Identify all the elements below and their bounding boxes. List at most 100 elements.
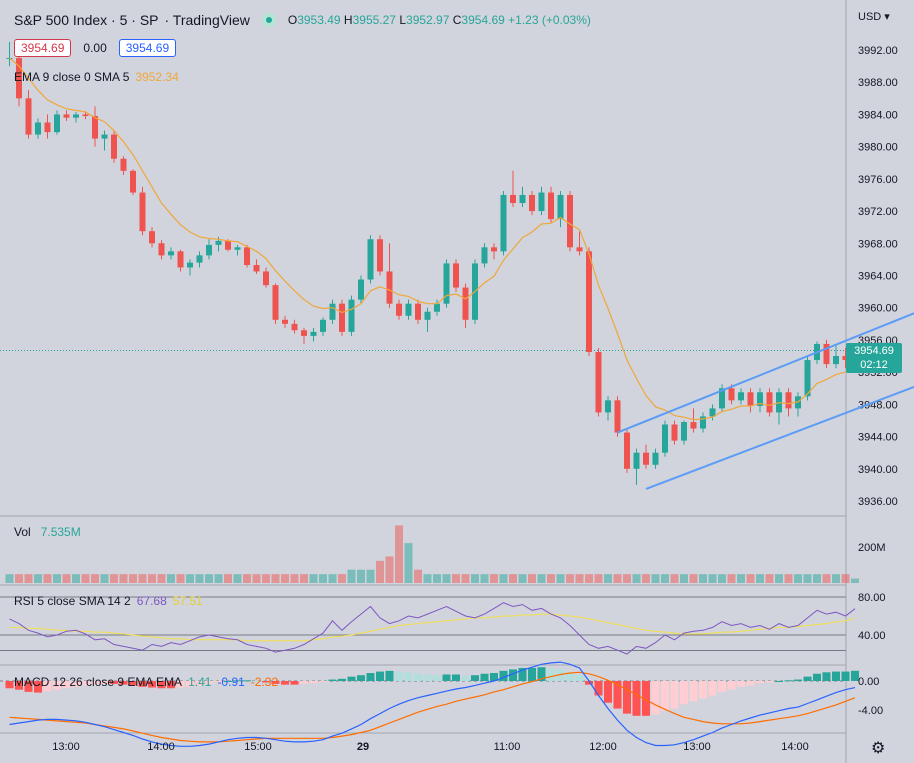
macd-hist-bar <box>585 681 593 685</box>
currency-selector[interactable]: USD ▾ <box>858 11 890 23</box>
volume-bar <box>414 569 422 583</box>
candle-body <box>92 116 98 139</box>
macd-hist-bar <box>699 681 707 699</box>
volume-bar <box>509 574 517 583</box>
ema-value: 3952.34 <box>135 70 179 84</box>
macd-hist-bar <box>604 681 612 703</box>
channel-line-upper <box>617 312 914 434</box>
time-tick-label: 29 <box>357 741 369 753</box>
candle-body <box>196 255 203 263</box>
macd-hist-bar <box>338 678 346 681</box>
candle-body <box>415 303 421 320</box>
candle-body <box>158 243 165 256</box>
channel-line-lower <box>645 385 914 490</box>
ema-line <box>9 57 856 421</box>
close-value: 3954.69 <box>461 13 505 27</box>
candle-body <box>386 271 393 304</box>
candle-body <box>681 422 687 441</box>
rsi-ma-line <box>9 613 856 642</box>
macd-hist-bar <box>129 681 137 686</box>
candle-body <box>614 400 621 433</box>
volume-bar <box>680 574 688 583</box>
volume-bar <box>195 574 204 583</box>
market-status-icon[interactable] <box>261 13 276 27</box>
volume-bar <box>100 574 109 583</box>
macd-hist-bar <box>119 681 128 685</box>
macd-hist-bar <box>414 673 422 681</box>
macd-hist-bar <box>670 681 679 709</box>
volume-bar <box>233 574 242 583</box>
candle-body <box>120 158 127 171</box>
macd-hist-bar <box>43 681 52 692</box>
volume-bar <box>376 560 384 583</box>
volume-bar <box>224 574 232 583</box>
volume-bar <box>784 574 793 583</box>
ema-label: EMA 9 close 0 SMA 5 <box>14 70 130 84</box>
volume-bar <box>813 574 821 583</box>
macd-hist-bar <box>357 675 365 681</box>
volume-bar <box>794 574 802 583</box>
last-price-label: 3954.69 02:12 <box>846 343 902 373</box>
price-tick-label: 3964.00 <box>858 271 898 283</box>
volume-legend[interactable]: Vol 7.535M <box>14 525 81 539</box>
macd-hist-bar <box>404 672 413 681</box>
volume-bar <box>594 574 603 583</box>
change-value: +1.23 (+0.03%) <box>508 13 591 27</box>
volume-bar <box>110 574 118 583</box>
macd-hist-bar <box>243 680 251 682</box>
gear-icon[interactable]: ⚙ <box>871 740 886 757</box>
macd-hist-bar <box>822 672 831 681</box>
volume-bar <box>53 574 61 583</box>
macd-hist-bar <box>784 680 793 682</box>
macd-hist-bar <box>24 681 33 692</box>
candle-body <box>329 303 336 320</box>
volume-bar <box>385 556 394 583</box>
rsi-legend[interactable]: RSI 5 close SMA 14 2 67.68 57.51 <box>14 594 203 608</box>
macd-hist-bar <box>680 681 688 705</box>
macd-hist-bar <box>433 675 441 681</box>
candle-body <box>244 247 250 266</box>
volume-bar <box>43 574 52 583</box>
candle-body <box>149 231 155 244</box>
macd-hist-bar <box>737 681 745 687</box>
macd-hist-bar <box>281 681 289 685</box>
candle-body <box>605 400 611 413</box>
price-tick-label: 3976.00 <box>858 174 898 186</box>
macd-hist-bar <box>794 679 802 681</box>
macd-hist-bar <box>395 671 403 681</box>
volume-bar <box>366 569 375 583</box>
candle-body <box>339 303 345 332</box>
sell-button[interactable]: 3954.69 <box>14 39 72 57</box>
volume-bar <box>518 574 527 583</box>
candle-body <box>263 271 269 286</box>
volume-bar <box>423 574 432 583</box>
candle-body <box>282 319 288 324</box>
buy-button[interactable]: 3954.69 <box>118 39 177 57</box>
volume-bar <box>243 574 251 583</box>
macd-hist-bar <box>509 669 517 681</box>
volume-bar <box>5 574 14 583</box>
bar-countdown: 02:12 <box>860 359 888 371</box>
time-tick-label: 14:00 <box>147 741 175 753</box>
candle-body <box>766 392 773 413</box>
low-value: 3952.97 <box>406 13 450 27</box>
macd-hist-bar <box>309 681 318 684</box>
macd-hist-bar <box>167 681 175 689</box>
macd-hist-bar <box>72 681 80 687</box>
volume-bar <box>15 574 23 583</box>
macd-legend[interactable]: MACD 12 26 close 9 EMA EMA 1.41 -0.91 -2… <box>14 675 278 689</box>
volume-bar <box>148 574 156 583</box>
macd-hist-bar <box>252 681 261 682</box>
candle-body <box>177 251 184 268</box>
price-tick-label: 3968.00 <box>858 238 898 250</box>
time-tick-label: 15:00 <box>244 741 272 753</box>
macd-hist-bar <box>813 673 821 681</box>
symbol-title[interactable]: S&P 500 Index · 5 · SP <box>14 12 159 28</box>
candle-body <box>652 452 659 465</box>
volume-bar <box>138 574 147 583</box>
macd-line-value: -0.91 <box>217 675 245 689</box>
candle-body <box>842 356 849 361</box>
candle-body <box>757 392 763 406</box>
ema-legend[interactable]: EMA 9 close 0 SMA 5 3952.34 <box>14 70 179 84</box>
